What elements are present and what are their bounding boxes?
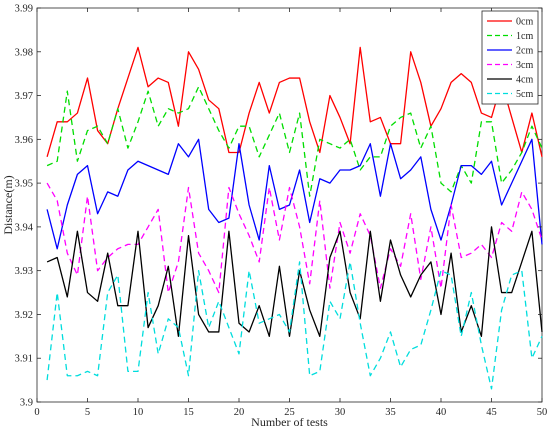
x-tick-label: 35 xyxy=(385,407,396,418)
x-tick-label: 50 xyxy=(537,407,548,418)
legend-label-2cm: 2cm xyxy=(516,46,533,57)
y-tick-label: 3.98 xyxy=(15,47,33,58)
x-tick-label: 40 xyxy=(436,407,447,418)
y-tick-label: 3.96 xyxy=(15,135,33,146)
legend-label-4cm: 4cm xyxy=(516,75,533,86)
series-layer xyxy=(46,46,543,390)
x-tick-label: 30 xyxy=(335,407,346,418)
series-line-1cm xyxy=(46,86,543,197)
x-tick-label: 20 xyxy=(234,407,245,418)
y-tick-label: 3.93 xyxy=(15,266,33,277)
legend-label-0cm: 0cm xyxy=(516,17,533,28)
series-line-3cm xyxy=(46,182,543,294)
ticks-layer: 0 5 10 15 20 25 30 35 40 45 50 3.9 3.91 3.92 3.93 3.94 3… xyxy=(15,4,548,419)
y-tick-label: 3.91 xyxy=(15,354,33,365)
x-tick-label: 25 xyxy=(284,407,295,418)
y-axis-title: Distance(m) xyxy=(1,175,15,234)
x-tick-label: 0 xyxy=(34,407,39,418)
legend-box xyxy=(481,10,539,105)
x-tick-label: 10 xyxy=(133,407,144,418)
x-axis-title: Number of tests xyxy=(251,415,328,429)
y-tick-label: 3.92 xyxy=(15,310,33,321)
y-tick-label: 3.9 xyxy=(20,398,33,409)
x-tick-label: 15 xyxy=(183,407,194,418)
y-tick-label: 3.99 xyxy=(15,4,33,15)
legend: 0cm 1cm 2cm 3cm 4cm 5cm xyxy=(481,10,539,105)
x-tick-label: 45 xyxy=(486,407,497,418)
legend-label-3cm: 3cm xyxy=(516,60,533,71)
x-tick-label: 5 xyxy=(85,407,90,418)
series-line-4cm xyxy=(46,226,543,337)
series-line-2cm xyxy=(46,138,543,250)
y-tick-label: 3.95 xyxy=(15,179,33,190)
legend-label-1cm: 1cm xyxy=(516,31,533,42)
y-tick-label: 3.94 xyxy=(15,222,34,233)
series-line-0cm xyxy=(46,46,543,158)
y-tick-label: 3.97 xyxy=(15,91,33,102)
legend-label-5cm: 5cm xyxy=(516,89,533,100)
